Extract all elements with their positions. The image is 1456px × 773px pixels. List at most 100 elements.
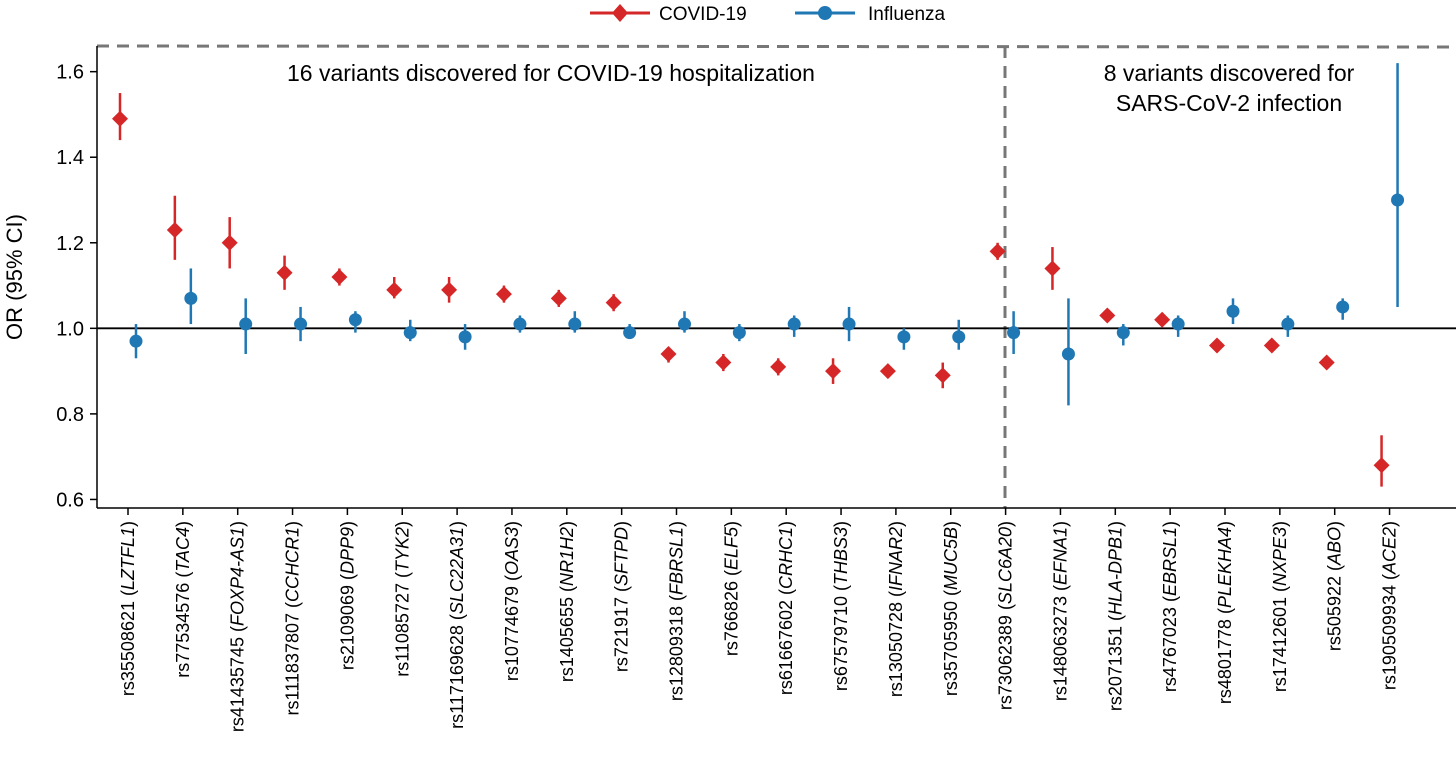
influenza-circle-point [1391, 193, 1405, 207]
covid-19-diamond-point [715, 354, 732, 371]
influenza-circle-point [623, 326, 637, 340]
x-tick-label: rs41435745 (FOXP4-AS1) [228, 521, 248, 732]
x-tick-gene: CRHC1 [776, 527, 796, 589]
x-tick-label: rs117169628 (SLC22A31) [447, 521, 467, 729]
influenza-circle-point [1061, 347, 1075, 361]
covid-19-diamond-point [1154, 311, 1171, 328]
x-tick-rsid: rs4801778 ( [1215, 608, 1235, 704]
influenza-circle-point [568, 317, 582, 331]
covid-19-diamond-point [1044, 260, 1061, 277]
x-tick-label: rs721917 (SFTPD) [612, 521, 632, 672]
x-tick-gene: FBRSL1 [667, 527, 687, 595]
x-tick-label: rs111837807 (CCHCR1) [283, 521, 303, 715]
x-tick-label: rs13050728 (IFNAR2) [886, 521, 906, 697]
x-tick-rsid: rs13050728 ( [886, 591, 906, 697]
panel-top-border [96, 44, 1456, 49]
covid-19-diamond-point [386, 281, 403, 298]
covid-19-diamond-point [934, 367, 951, 384]
x-tick-gene: DPP9 [337, 527, 357, 574]
influenza-circle-point [787, 317, 801, 331]
covid-19-diamond-point [1373, 457, 1390, 474]
x-tick-gene: SLC6A20 [996, 527, 1016, 604]
covid-19-diamond-point [770, 358, 787, 375]
legend-covid-diamond-marker [612, 4, 628, 22]
data-marks [112, 63, 1405, 487]
x-tick-rsid: rs117169628 ( [447, 614, 467, 729]
x-tick-label: rs12809318 (FBRSL1) [667, 521, 687, 701]
x-tick-label: rs766826 (ELF5) [721, 521, 741, 656]
x-tick-rsid: rs1405655 ( [557, 586, 577, 682]
x-tick-label: rs77534576 (TAC4) [173, 521, 193, 678]
covid-19-diamond-point [879, 363, 896, 380]
x-tick-rsid: rs35508621 ( [118, 590, 138, 696]
x-tick-gene: OAS3 [502, 527, 522, 575]
x-tick-paren: ) [337, 521, 357, 527]
x-tick-gene: FOXP4-AS1 [228, 527, 248, 626]
influenza-circle-point [732, 326, 746, 340]
x-tick-label: rs11085727 (TYK2) [392, 521, 412, 677]
x-tick-rsid: rs505922 ( [1325, 565, 1345, 651]
x-tick-paren: ) [1105, 521, 1125, 527]
legend-item-influenza: Influenza [795, 4, 946, 25]
x-tick-gene: ACE2 [1380, 527, 1400, 575]
x-tick-rsid: rs2071351 ( [1105, 615, 1125, 711]
x-tick-paren: ) [118, 521, 138, 527]
x-tick-rsid: rs148063273 ( [1050, 585, 1070, 701]
influenza-circle-point [129, 334, 143, 348]
influenza-circle-point [1281, 317, 1295, 331]
x-tick-label: rs35508621 (LZTFL1) [118, 521, 138, 696]
x-tick-paren: ) [941, 521, 961, 527]
x-tick-gene: EBRSL1 [1160, 527, 1180, 596]
x-tick-paren: ) [996, 521, 1016, 527]
x-tick-gene: NXPE3 [1270, 527, 1290, 586]
x-tick-paren: ) [1325, 521, 1345, 527]
covid-19-diamond-point [1263, 337, 1280, 354]
covid-19-diamond-point [331, 269, 348, 285]
x-tick-paren: ) [447, 521, 467, 527]
influenza-circle-point [294, 317, 308, 331]
x-tick-gene: HLA-DPB1 [1105, 527, 1125, 615]
x-tick-label: rs2109069 (DPP9) [337, 521, 357, 670]
x-tick-gene: TYK2 [392, 527, 412, 572]
x-tick-rsid: rs2109069 ( [337, 574, 357, 670]
panel-title-infection-line-2: SARS-CoV-2 infection [1116, 90, 1342, 116]
x-tick-gene: ELF5 [721, 526, 741, 570]
x-tick-gene: MUC5B [941, 527, 961, 590]
x-tick-label: rs35705950 (MUC5B) [941, 521, 961, 696]
x-tick-paren: ) [1270, 521, 1290, 527]
x-tick-paren: ) [1050, 521, 1070, 527]
covid-19-diamond-point [221, 234, 238, 251]
covid-19-diamond-point [825, 363, 842, 380]
x-tick-label: rs61667602 (CRHC1) [776, 521, 796, 695]
x-tick-gene: IFNAR2 [886, 527, 906, 591]
x-tick-label: rs67579710 (THBS3) [831, 521, 851, 691]
y-tick-label: 1.6 [56, 62, 84, 84]
x-tick-rsid: rs77534576 ( [173, 572, 193, 678]
y-tick-label: 0.8 [56, 404, 84, 426]
x-tick-gene: CCHCR1 [283, 527, 303, 602]
x-tick-paren: ) [557, 521, 577, 527]
covid-19-diamond-point [1099, 307, 1116, 324]
x-ticks: rs35508621 (LZTFL1) rs77534576 (TAC4) rs41… [118, 508, 1400, 732]
covid-19-diamond-point [441, 281, 458, 298]
x-tick-rsid: rs766826 ( [721, 570, 741, 656]
covid-19-diamond-point [1318, 354, 1335, 371]
covid-19-diamond-point [605, 294, 622, 311]
influenza-circle-point [184, 291, 198, 305]
x-tick-rsid: rs10774679 ( [502, 575, 522, 681]
x-tick-rsid: rs111837807 ( [283, 602, 303, 715]
covid-19-diamond-point [660, 346, 677, 362]
x-tick-gene: SFTPD [612, 527, 632, 586]
y-tick-label: 1.4 [56, 147, 84, 169]
x-tick-rsid: rs17412601 ( [1270, 586, 1290, 692]
x-tick-gene: EFNA1 [1050, 527, 1070, 585]
x-tick-paren: ) [831, 521, 851, 527]
influenza-circle-point [403, 326, 417, 340]
influenza-circle-point [842, 317, 856, 331]
x-tick-label: rs73062389 (SLC6A20) [996, 521, 1016, 710]
x-tick-rsid: rs12809318 ( [667, 595, 687, 701]
y-tick-label: 1.0 [56, 318, 84, 340]
y-axis-title: OR (95% CI) [2, 214, 27, 340]
x-tick-rsid: rs73062389 ( [996, 604, 1016, 710]
